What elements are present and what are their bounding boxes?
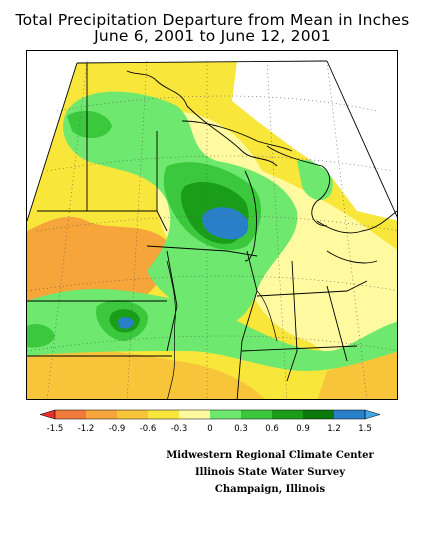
outside-region-northeast [232, 61, 397, 221]
legend-tick-label: -0.9 [109, 424, 126, 434]
legend-swatch-high-arrow [364, 409, 381, 420]
legend-tick-label: -0.3 [171, 424, 188, 434]
legend-swatch-low-arrow [39, 409, 56, 420]
boundaries [27, 60, 397, 399]
map-title-line1: Total Precipitation Departure from Mean … [15, 11, 410, 29]
credit-line3: Champaign, Illinois [214, 484, 326, 495]
legend-tick-label: 0 [207, 424, 212, 434]
credit-line2: Illinois State Water Survey [194, 467, 346, 478]
legend-tick-label: 0.9 [296, 424, 310, 434]
legend-swatch [334, 410, 365, 419]
precipitation-map [26, 50, 398, 400]
wet-region-sw-edge [27, 324, 55, 348]
legend-tick-label: 1.5 [358, 424, 372, 434]
dry-region-west [27, 216, 170, 314]
legend-swatch [86, 410, 117, 419]
legend-swatch [210, 410, 241, 419]
legend-swatch [179, 410, 210, 419]
legend-swatch [55, 410, 86, 419]
great-lakes [181, 120, 397, 264]
legend-tick-label: -1.5 [47, 424, 64, 434]
wet-peak-kansas [118, 317, 134, 329]
legend-swatch [303, 410, 334, 419]
color-legend: -1.5 -1.2 -0.9 -0.6 -0.3 0 0.3 0.6 0.9 1.2 1.5 [39, 409, 381, 434]
legend-tick-label: 0.6 [265, 424, 279, 434]
legend-swatch [241, 410, 272, 419]
wet-region-east [297, 160, 333, 201]
credit-line1: Midwestern Regional Climate Center [166, 450, 374, 461]
map-title-line2: June 6, 2001 to June 12, 2001 [94, 27, 331, 45]
outside-region-northwest [27, 51, 77, 221]
dry-region-southeast [317, 346, 397, 399]
lat-lon-grid [27, 60, 397, 399]
wet-region-nw [67, 110, 112, 138]
legend-swatch [148, 410, 179, 419]
legend-swatch [117, 410, 148, 419]
map-canvas [27, 51, 397, 399]
outside-region-top [27, 51, 397, 63]
rivers [166, 260, 278, 399]
legend-outline [54, 409, 366, 420]
legend-tick-label: 1.2 [327, 424, 341, 434]
wet-peak-wisconsin [202, 207, 249, 240]
legend-swatch [272, 410, 303, 419]
legend-tick-label: 0.3 [234, 424, 248, 434]
legend-tick-label: -0.6 [140, 424, 157, 434]
legend-tick-label: -1.2 [78, 424, 95, 434]
dry-region-south [27, 349, 265, 399]
